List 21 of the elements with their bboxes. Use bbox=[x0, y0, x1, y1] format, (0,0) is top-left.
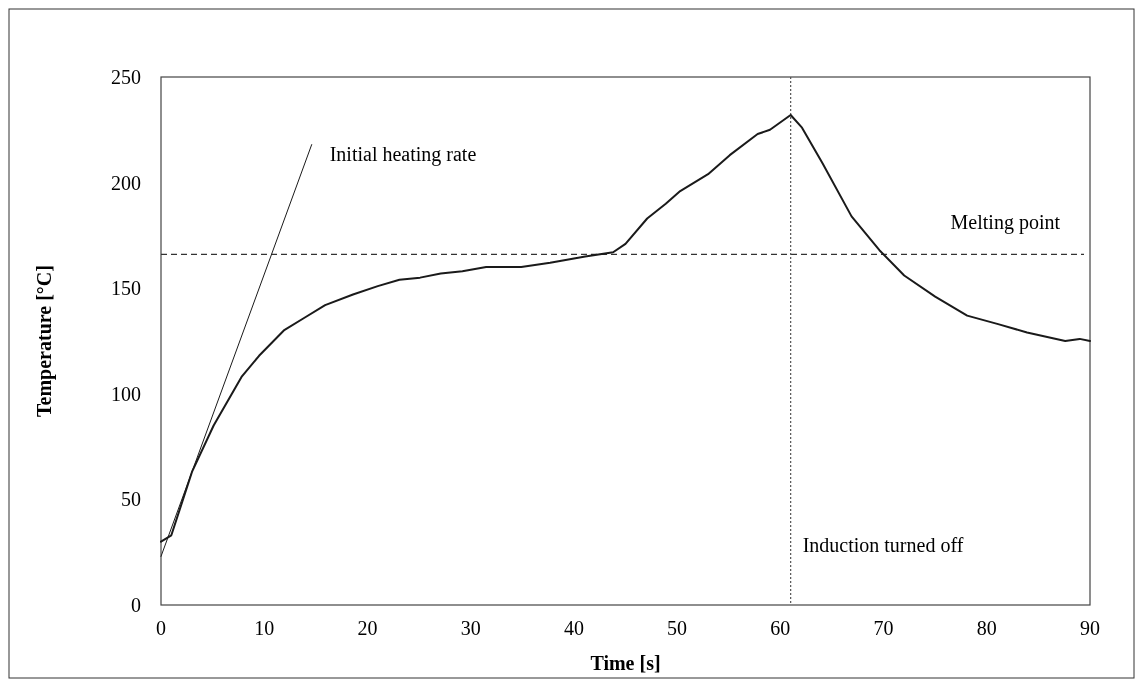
y-tick-label: 200 bbox=[111, 171, 141, 194]
y-tick-label: 250 bbox=[111, 66, 141, 88]
y-tick-label: 50 bbox=[121, 488, 141, 511]
x-axis-title: Time [s] bbox=[590, 652, 661, 674]
y-tick-label: 100 bbox=[111, 382, 141, 405]
x-tick-label: 10 bbox=[254, 617, 275, 639]
ref-line-label: Induction turned off bbox=[802, 534, 964, 556]
x-tick-label: 70 bbox=[873, 617, 894, 639]
x-tick-label: 40 bbox=[563, 617, 584, 639]
x-tick-label: 60 bbox=[770, 617, 791, 639]
x-tick-label: 0 bbox=[156, 617, 166, 639]
ref-line-label: Melting point bbox=[950, 211, 1061, 235]
y-tick-label: 150 bbox=[111, 277, 141, 300]
y-tick-label: 0 bbox=[131, 594, 141, 616]
x-tick-label: 30 bbox=[460, 617, 481, 639]
x-tick-label: 90 bbox=[1080, 617, 1100, 639]
annotation: Initial heating rate bbox=[329, 142, 477, 166]
x-tick-label: 20 bbox=[357, 617, 378, 639]
x-tick-label: 80 bbox=[976, 617, 997, 639]
x-tick-label: 50 bbox=[667, 617, 688, 639]
y-axis-title: Temperature [°C] bbox=[33, 265, 56, 417]
